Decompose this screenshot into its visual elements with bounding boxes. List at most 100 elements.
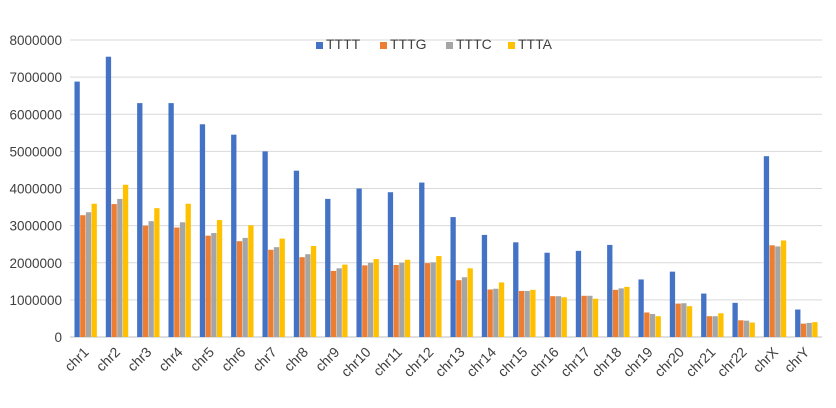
bar-TTTA-chr15 [530, 289, 536, 337]
bar-TTTG-chr12 [424, 263, 431, 337]
x-tick-label: chr10 [338, 344, 374, 380]
bar-TTTG-chr21 [706, 316, 713, 337]
y-tick-label: 5000000 [9, 144, 62, 159]
category-group-chr2 [105, 56, 129, 338]
bar-TTTT-chr18 [607, 244, 613, 337]
x-tick-label: chr6 [218, 344, 249, 375]
y-tick-label: 7000000 [9, 70, 62, 85]
x-tick-label: chr3 [124, 344, 155, 375]
bar-TTTA-chrX [780, 240, 787, 337]
bars [74, 56, 818, 338]
x-tick-label: chr4 [155, 344, 186, 375]
bar-TTTA-chr9 [342, 264, 348, 337]
bar-TTTA-chr7 [279, 238, 285, 337]
x-tick-label: chr7 [249, 344, 280, 375]
bar-TTTC-chr10 [367, 262, 374, 337]
bar-TTTG-chr9 [330, 270, 337, 337]
category-group-chr11 [387, 192, 411, 337]
bar-TTTT-chr7 [262, 151, 268, 337]
bar-TTTT-chrY [795, 309, 801, 337]
legend-label: TTTA [518, 36, 553, 52]
bar-TTTG-chr16 [550, 296, 556, 337]
bar-TTTG-chr1 [80, 215, 86, 337]
bar-TTTT-chr15 [513, 242, 519, 337]
x-tick-label: chr21 [682, 344, 718, 380]
category-group-chr8 [293, 170, 317, 337]
category-group-chr9 [325, 198, 348, 337]
bar-TTTC-chr17 [587, 295, 593, 337]
bar-TTTA-chr13 [467, 268, 473, 337]
bar-TTTC-chr3 [148, 221, 154, 337]
bar-TTTG-chr11 [393, 264, 399, 337]
category-group-chr13 [450, 217, 473, 337]
bar-TTTG-chr7 [268, 249, 274, 337]
bar-TTTC-chr20 [681, 303, 687, 337]
y-axis-ticks: 0 1000000 2000000 3000000 4000000 5000000 6000… [9, 33, 62, 345]
bar-TTTG-chr15 [518, 290, 525, 337]
category-group-chr5 [199, 124, 223, 338]
bar-TTTT-chr14 [481, 234, 488, 337]
bar-TTTA-chr4 [185, 203, 191, 337]
y-tick-label: 8000000 [9, 33, 62, 48]
bar-TTTG-chr6 [236, 241, 243, 337]
x-tick-label: chrX [749, 343, 781, 375]
bar-TTTC-chr15 [524, 290, 530, 337]
bar-TTTC-chrY [806, 322, 812, 337]
x-tick-label: chr15 [494, 344, 530, 380]
legend-item-TTTG: TTTG [380, 36, 427, 52]
bar-TTTC-chr13 [461, 277, 468, 337]
bar-TTTG-chr22 [738, 320, 744, 337]
bar-TTTG-chr2 [111, 204, 117, 337]
category-group-chr16 [544, 252, 567, 337]
bar-TTTG-chr3 [142, 225, 149, 337]
category-group-chr4 [168, 103, 191, 337]
category-group-chrY [795, 309, 818, 337]
bar-TTTC-chr14 [493, 288, 499, 337]
y-tick-label: 2000000 [9, 256, 62, 271]
category-group-chrX [763, 156, 787, 337]
bar-TTTT-chr10 [356, 188, 362, 337]
bar-TTTA-chr6 [248, 225, 254, 337]
x-tick-label: chr17 [557, 344, 593, 380]
bar-TTTT-chr11 [387, 192, 394, 337]
bar-TTTC-chr19 [649, 313, 656, 337]
bar-TTTC-chr9 [336, 268, 342, 337]
bar-TTTG-chrY [800, 323, 807, 337]
x-tick-label: chr8 [281, 344, 312, 375]
bar-TTTA-chr3 [154, 208, 160, 337]
bar-TTTG-chr13 [456, 280, 462, 337]
bar-TTTA-chr20 [686, 306, 693, 337]
y-tick-label: 1000000 [9, 293, 62, 308]
bar-TTTA-chr22 [749, 322, 755, 337]
bar-TTTA-chr21 [718, 313, 724, 337]
legend-swatch [446, 42, 453, 49]
x-tick-label: chr12 [400, 344, 436, 380]
gridlines [70, 39, 822, 338]
bar-TTTT-chr16 [544, 252, 550, 337]
bar-TTTG-chr18 [612, 289, 619, 337]
x-tick-label: chr13 [432, 344, 468, 380]
x-tick-label: chrY [781, 343, 813, 375]
legend-swatch [316, 42, 323, 49]
legend-swatch [508, 42, 515, 49]
bar-TTTC-chr6 [242, 237, 248, 337]
x-tick-label: chr5 [187, 344, 218, 375]
legend-label: TTTG [390, 36, 427, 52]
y-tick-label: 3000000 [9, 219, 62, 234]
bar-TTTC-chr12 [430, 262, 436, 337]
legend: TTTT TTTG TTTC TTTA [316, 36, 553, 52]
legend-label: TTTC [456, 36, 492, 52]
bar-TTTA-chr5 [216, 220, 223, 337]
x-tick-label: chr16 [526, 344, 562, 380]
bar-TTTT-chr22 [732, 302, 738, 337]
category-group-chr6 [231, 134, 254, 337]
bar-TTTG-chrX [769, 245, 775, 337]
category-group-chr22 [732, 302, 755, 337]
bar-TTTC-chr5 [211, 233, 217, 337]
bar-TTTT-chr1 [74, 81, 80, 337]
bar-TTTT-chr17 [575, 250, 582, 337]
x-tick-label: chr14 [463, 344, 499, 380]
category-group-chr7 [262, 151, 285, 337]
bar-TTTT-chr4 [168, 103, 174, 337]
